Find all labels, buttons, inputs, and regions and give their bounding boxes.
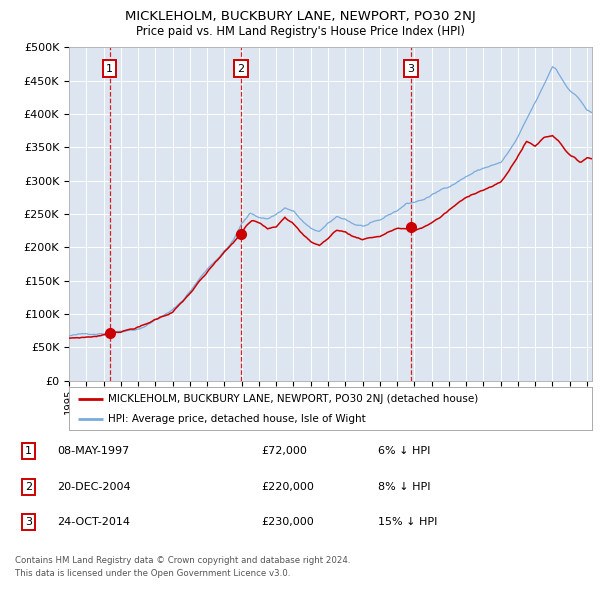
Text: 3: 3 xyxy=(407,64,415,74)
Text: £220,000: £220,000 xyxy=(261,482,314,491)
Text: 2: 2 xyxy=(25,482,32,491)
Text: MICKLEHOLM, BUCKBURY LANE, NEWPORT, PO30 2NJ (detached house): MICKLEHOLM, BUCKBURY LANE, NEWPORT, PO30… xyxy=(108,394,478,404)
Text: Contains HM Land Registry data © Crown copyright and database right 2024.: Contains HM Land Registry data © Crown c… xyxy=(15,556,350,565)
Text: MICKLEHOLM, BUCKBURY LANE, NEWPORT, PO30 2NJ: MICKLEHOLM, BUCKBURY LANE, NEWPORT, PO30… xyxy=(125,10,475,23)
Text: HPI: Average price, detached house, Isle of Wight: HPI: Average price, detached house, Isle… xyxy=(108,414,366,424)
Text: 20-DEC-2004: 20-DEC-2004 xyxy=(57,482,131,491)
Text: 6% ↓ HPI: 6% ↓ HPI xyxy=(378,447,430,456)
Text: 1: 1 xyxy=(106,64,113,74)
Text: 2: 2 xyxy=(238,64,245,74)
Text: 08-MAY-1997: 08-MAY-1997 xyxy=(57,447,129,456)
Text: 3: 3 xyxy=(25,517,32,527)
Text: 1: 1 xyxy=(25,447,32,456)
Text: 24-OCT-2014: 24-OCT-2014 xyxy=(57,517,130,527)
Text: 8% ↓ HPI: 8% ↓ HPI xyxy=(378,482,431,491)
Text: 15% ↓ HPI: 15% ↓ HPI xyxy=(378,517,437,527)
Text: Price paid vs. HM Land Registry's House Price Index (HPI): Price paid vs. HM Land Registry's House … xyxy=(136,25,464,38)
Text: £72,000: £72,000 xyxy=(261,447,307,456)
Text: £230,000: £230,000 xyxy=(261,517,314,527)
Text: This data is licensed under the Open Government Licence v3.0.: This data is licensed under the Open Gov… xyxy=(15,569,290,578)
